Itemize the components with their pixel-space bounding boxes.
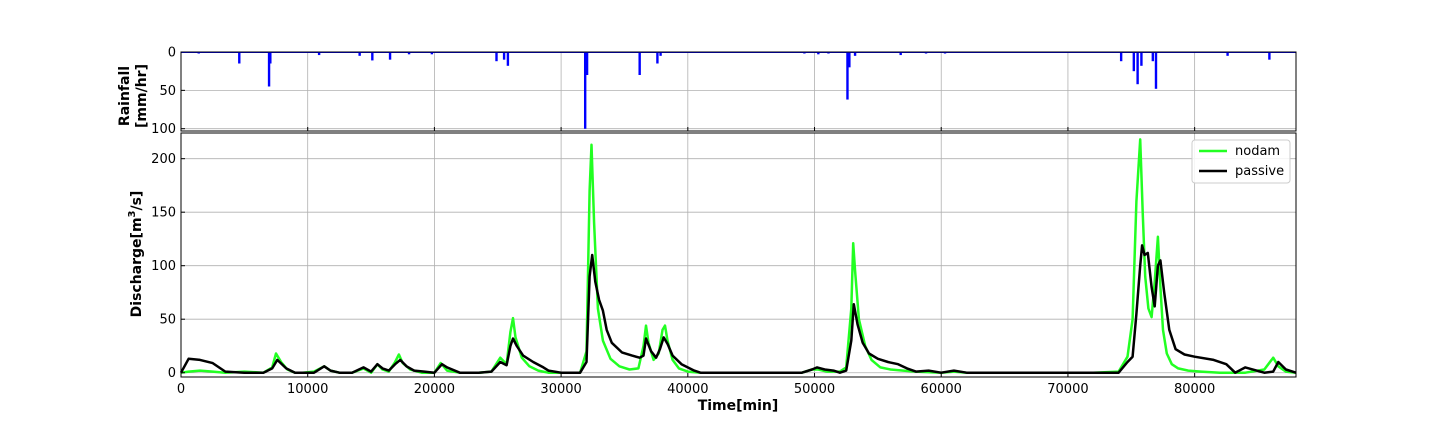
- rainfall-grid: [180, 51, 1296, 131]
- discharge-xtick-label: 50000: [794, 382, 835, 397]
- discharge-ytick-label: 200: [151, 152, 176, 167]
- discharge-x-ticks: 0 10000 20000 30000 40000 50000 60000 70000 8000…: [177, 127, 1215, 397]
- discharge-xtick-label: 60000: [921, 382, 962, 397]
- legend-label-nodam: nodam: [1235, 144, 1280, 159]
- rainfall-plot-frame: [180, 51, 1297, 132]
- discharge-xtick-label: 30000: [540, 382, 581, 397]
- discharge-ylabel: Discharge[m3/s]: [127, 191, 145, 318]
- discharge-xtick-label: 80000: [1174, 382, 1215, 397]
- rainfall-ytick-label: 50: [159, 84, 176, 99]
- discharge-ytick-label: 0: [168, 366, 176, 381]
- legend: nodam passive: [1191, 139, 1291, 184]
- rainfall-panel: 0 50 100 Rainfall [mm/hr]: [117, 46, 1297, 137]
- series-line-passive: [179, 244, 1297, 374]
- rainfall-ylabel-line1: Rainfall: [117, 66, 133, 126]
- rainfall-ytick-label: 100: [151, 122, 176, 137]
- discharge-ytick-label: 100: [151, 259, 176, 274]
- discharge-xtick-label: 10000: [287, 382, 328, 397]
- rainfall-ytick-label: 0: [168, 46, 176, 61]
- rainfall-y-ticks: 0 50 100: [151, 46, 185, 137]
- discharge-ylabel-superscript: 3: [127, 210, 138, 217]
- discharge-y-ticks: 0 50 100 150 200: [151, 152, 185, 381]
- discharge-ylabel-main: Discharge[m: [129, 217, 145, 317]
- series-line-nodam: [180, 138, 1297, 374]
- legend-label-passive: passive: [1235, 164, 1284, 179]
- discharge-xtick-label: 0: [177, 382, 185, 397]
- rainfall-ylabel-line2: [mm/hr]: [134, 64, 150, 128]
- discharge-ytick-label: 50: [159, 313, 176, 328]
- discharge-ytick-label: 150: [151, 206, 176, 221]
- discharge-plot-frame: [180, 132, 1297, 378]
- discharge-ylabel-tail: /s]: [129, 191, 145, 211]
- discharge-xtick-label: 70000: [1047, 382, 1088, 397]
- discharge-xtick-label: 40000: [667, 382, 708, 397]
- discharge-series: [179, 138, 1297, 374]
- discharge-panel: 0 50 100 150 200 0 10000 20000 30000 40000 50000 6…: [127, 127, 1297, 414]
- discharge-xtick-label: 20000: [414, 382, 455, 397]
- discharge-xlabel: Time[min]: [698, 398, 779, 414]
